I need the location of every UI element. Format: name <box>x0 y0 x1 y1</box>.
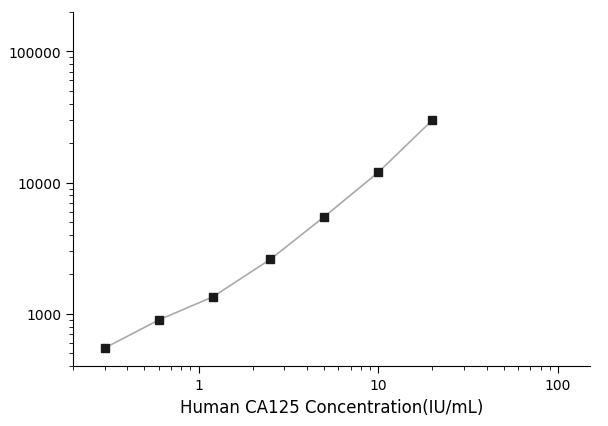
Y-axis label: RLU: RLU <box>0 173 3 206</box>
X-axis label: Human CA125 Concentration(IU/mL): Human CA125 Concentration(IU/mL) <box>180 397 483 416</box>
